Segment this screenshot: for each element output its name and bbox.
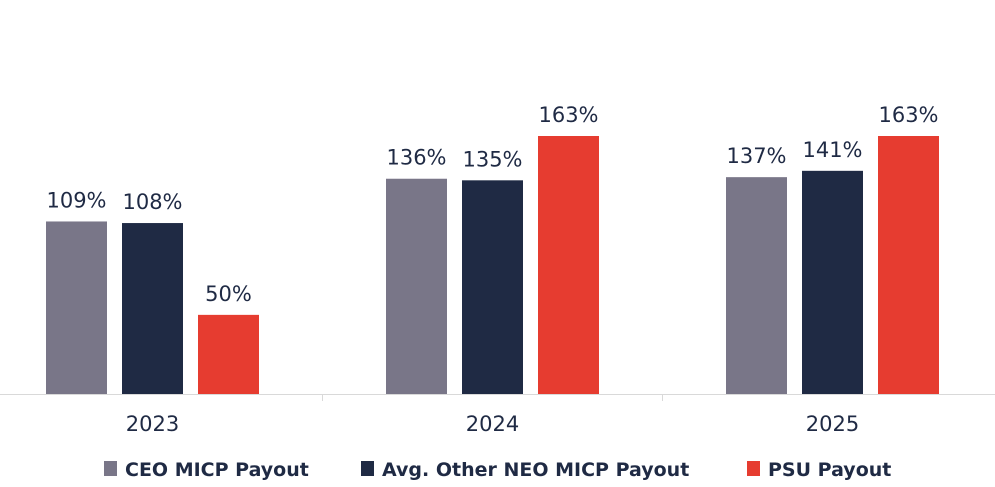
x-tick-label-2025: 2025 — [806, 412, 859, 436]
data-label-ceo-micp-payout-2023: 109% — [46, 188, 106, 212]
bar-ceo-micp-payout-2023 — [46, 221, 107, 394]
data-label-avg-other-neo-micp-payout-2023: 108% — [122, 190, 182, 214]
x-tick-label-2024: 2024 — [466, 412, 519, 436]
legend-label-ceo-micp-payout: CEO MICP Payout — [125, 459, 309, 481]
data-label-psu-payout-2023: 50% — [205, 282, 252, 306]
x-tick-label-2023: 2023 — [126, 412, 179, 436]
bar-psu-payout-2025 — [878, 136, 939, 394]
bar-ceo-micp-payout-2025 — [726, 177, 787, 394]
bar-ceo-micp-payout-2024 — [386, 178, 447, 394]
data-label-avg-other-neo-micp-payout-2024: 135% — [462, 147, 522, 171]
legend-swatch-psu-payout — [747, 461, 760, 476]
bar-avg-other-neo-micp-payout-2023 — [122, 223, 183, 394]
bar-psu-payout-2023 — [198, 314, 259, 394]
legend-swatch-avg-other-neo-micp-payout — [361, 461, 374, 476]
data-label-ceo-micp-payout-2024: 136% — [386, 146, 446, 170]
legend-label-avg-other-neo-micp-payout: Avg. Other NEO MICP Payout — [382, 459, 689, 481]
legend-item-avg-other-neo-micp-payout: Avg. Other NEO MICP Payout — [361, 459, 689, 481]
legend-swatch-ceo-micp-payout — [104, 461, 117, 476]
data-label-avg-other-neo-micp-payout-2025: 141% — [802, 138, 862, 162]
data-label-psu-payout-2025: 163% — [878, 103, 938, 127]
data-label-ceo-micp-payout-2025: 137% — [726, 144, 786, 168]
legend: CEO MICP Payout Avg. Other NEO MICP Payou… — [104, 459, 891, 481]
bars-layer — [46, 136, 939, 394]
data-labels-layer: 109% 108% 50% 136% 135% 163% 137% 141% 163% — [46, 103, 938, 306]
data-label-psu-payout-2024: 163% — [538, 103, 598, 127]
bar-avg-other-neo-micp-payout-2024 — [462, 180, 523, 394]
legend-item-ceo-micp-payout: CEO MICP Payout — [104, 459, 309, 481]
bar-avg-other-neo-micp-payout-2025 — [802, 170, 863, 394]
bar-psu-payout-2024 — [538, 136, 599, 394]
legend-label-psu-payout: PSU Payout — [768, 459, 891, 481]
legend-item-psu-payout: PSU Payout — [747, 459, 891, 481]
x-axis: 2023 2024 2025 — [0, 394, 995, 436]
